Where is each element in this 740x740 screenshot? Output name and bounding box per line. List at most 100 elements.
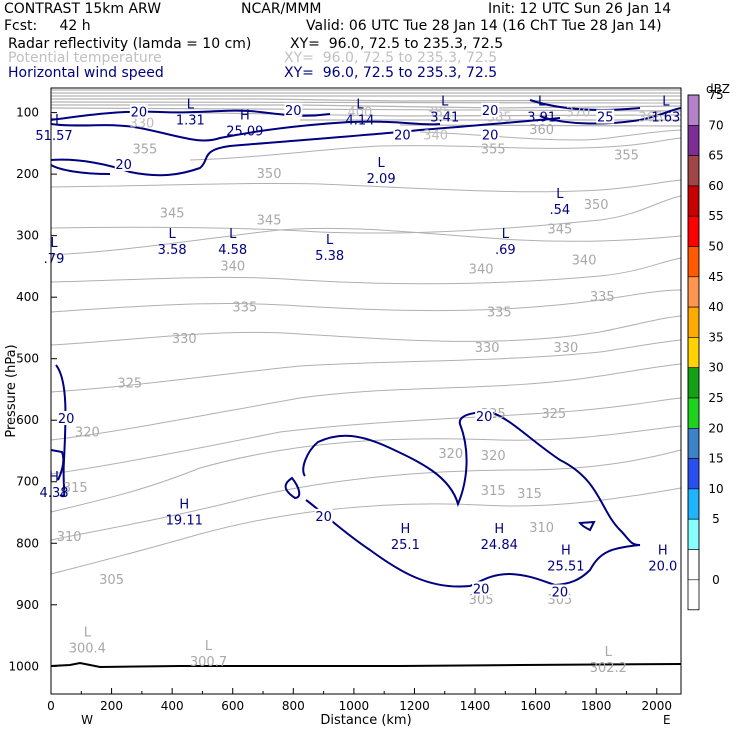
colorbar-label: 45 [708,270,723,284]
colorbar-swatch [687,185,700,217]
extremum-value: .79 [44,252,65,267]
wind-label-bg [596,109,615,124]
legend-reflectivity-xy: XY= 96.0, 72.5 to 235.3, 72.5 [290,36,504,52]
wind-contour-label: 20 [315,510,332,525]
colorbar-swatch [687,306,700,338]
colorbar-label: 70 [708,118,723,132]
extremum-marker: H [240,109,250,124]
extremum-value: 4.14 [345,114,374,129]
colorbar-label: 40 [708,300,723,314]
x-tick-label: 200 [100,699,123,713]
y-tick-label: 100 [16,106,39,120]
plot-border [50,87,682,695]
valid-time: Valid: 06 UTC Tue 28 Jan 14 (16 ChT Tue … [306,18,662,34]
colorbar-unit: dBZ [706,82,730,96]
colorbar-swatch [687,94,700,126]
extremum-marker: L [556,187,564,202]
extremum-marker: L [50,236,58,251]
theta-contour-label: 340 [469,262,494,277]
y-tick-label: 700 [16,475,39,489]
theta-contour-label: 355 [481,143,506,158]
x-tick-label: 1800 [581,699,612,713]
theta-contour-label: 310 [57,530,82,545]
theta-contour-label: 360 [529,123,554,138]
colorbar-label: 75 [708,88,723,102]
y-tick-label: 900 [16,598,39,612]
theta-contour-label: 320 [481,449,506,464]
wind-contour-label: 20 [476,410,493,425]
extremum-marker: H [179,498,189,513]
colorbar-label: 5 [712,512,720,526]
y-tick-label: 200 [16,167,39,181]
wind-label-bg [114,156,133,171]
theta-contour-label: 320 [438,447,463,462]
colorbar-label: 20 [708,421,723,435]
wind-contour-label: 20 [473,582,490,597]
colorbar-swatch [687,427,700,459]
extremum-value: .54 [550,203,571,218]
theta-contour-label: 330 [553,341,578,356]
x-tick-label: 400 [161,699,184,713]
x-tick-label: 1200 [399,699,430,713]
theta-contours [50,129,682,575]
legend-wind: Horizontal wind speed [8,65,164,81]
x-tick-label: 600 [221,699,244,713]
extremum-value: 3.41 [430,111,459,126]
x-right-end-label: E [663,713,671,727]
wind-contours [50,99,682,588]
y-tick-label: 300 [16,229,39,243]
extremum-value: 302.2 [590,661,627,676]
extremum-marker: L [662,95,670,110]
x-tick-label: 1600 [520,699,551,713]
theta-contour-label: 350 [584,198,609,213]
theta-contour-label: 315 [517,487,542,502]
colorbar-label: 35 [708,330,723,344]
extremum-marker: H [49,113,59,128]
theta-contour-label: 330 [172,332,197,347]
extremum-marker: L [326,233,334,248]
x-tick-label: 2000 [641,699,672,713]
extremum-marker: H [400,522,410,537]
theta-contour-label: 325 [541,407,566,422]
theta-contour-label: 355 [614,149,639,164]
theta-contour-label: 345 [257,213,282,228]
theta-contour-label: 330 [475,341,500,356]
extremum-value: 19.11 [166,514,203,529]
extremum-marker: L [229,227,237,242]
theta-contour-label: 330 [129,117,154,132]
wind-label-bg [57,410,76,425]
extremum-marker: L [84,625,92,640]
extremum-marker: L [441,95,449,110]
wind-label-bg [475,409,494,424]
extremum-value: 3.58 [158,243,187,258]
colorbar-swatch [687,125,700,156]
extremum-marker: L [605,645,613,660]
y-tick-label: 400 [16,290,39,304]
colorbar-label: 55 [708,209,723,223]
extremum-value: 300.4 [69,641,106,656]
legend-theta: Potential temperature [8,50,162,66]
theta-contour-label: 370 [566,106,591,121]
theta-contour-label: 320 [75,426,100,441]
extremum-value: 24.84 [481,538,518,553]
colorbar-swatch [687,215,700,247]
theta-contour-label: 385 [426,106,451,121]
wind-contour-label: 20 [482,104,499,119]
colorbar-label: 15 [708,452,723,466]
theta-contour-label: 335 [232,301,257,316]
wind-label-bg [129,104,148,119]
x-tick-label: 1000 [339,699,370,713]
y-tick-label: 500 [16,352,39,366]
colorbar-label: 0 [712,573,720,587]
colorbar-frame [687,94,700,611]
colorbar-label: 60 [708,179,723,193]
colorbar-label: 25 [708,391,723,405]
theta-contour-label: 305 [99,573,124,588]
extremum-value: 1.31 [176,114,205,129]
extremum-marker: H [658,544,668,559]
theta-contour-label: 315 [481,484,506,499]
extremum-value: 51.57 [35,129,72,144]
extremum-value: 1.63 [651,111,680,126]
theta-contour-label: 335 [487,306,512,321]
extremum-marker: H [49,470,59,485]
